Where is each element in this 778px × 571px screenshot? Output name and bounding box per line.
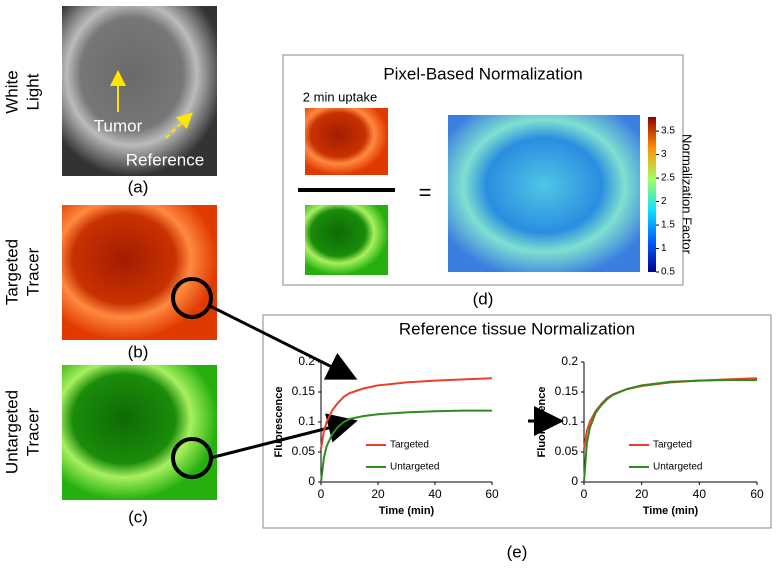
y-tick-label: 0.2 [298,354,315,368]
reference-label: Reference [126,150,204,169]
colorbar-tick-label: 3.5 [661,126,675,137]
panel-label: (e) [507,542,528,561]
box-title: Reference tissue Normalization [399,319,635,338]
row-label: Targeted [2,239,21,305]
colorbar-tick-label: 3 [661,149,667,160]
row-label: White [2,70,21,113]
x-tick-label: 0 [581,487,588,501]
x-tick-label: 60 [485,487,499,501]
colorbar-tick-label: 1.5 [661,220,675,231]
row-label: Tracer [23,407,42,456]
y-tick-label: 0.1 [561,414,578,428]
legend-label: Targeted [653,440,692,451]
panel-label: (d) [473,289,494,308]
y-tick-label: 0 [308,474,315,488]
link-arrow [209,304,358,380]
y-tick-label: 0.2 [561,354,578,368]
x-tick-label: 0 [318,487,325,501]
x-axis-label: Time (min) [643,505,699,517]
x-tick-label: 20 [371,487,385,501]
untargeted-thumb [305,205,388,275]
legend-label: Targeted [390,440,429,451]
colorbar-tick-label: 2 [661,196,667,207]
colorbar [648,117,656,272]
series-line [320,409,492,483]
box-title: Pixel-Based Normalization [383,64,582,83]
panel-label: (b) [128,342,149,361]
colorbar-tick-label: 2.5 [661,173,675,184]
x-tick-label: 60 [750,487,764,501]
targeted-thumb [305,108,388,175]
y-tick-label: 0.05 [292,444,316,458]
legend-label: Untargeted [390,462,439,473]
colorbar-tick-label: 0.5 [661,267,675,278]
x-tick-label: 20 [635,487,649,501]
colorbar-label: Normalization Factor [680,134,695,255]
y-tick-label: 0.1 [298,414,315,428]
colorbar-tick-label: 1 [661,243,667,254]
targeted-image [62,205,217,340]
row-label: Tracer [23,247,42,296]
panel-label: (a) [128,177,149,196]
series-line [320,377,493,450]
row-label: Untargeted [2,390,21,474]
roi-circle [171,277,213,319]
link-arrow [209,413,358,460]
series-line [583,379,757,483]
panel-label: (c) [128,507,148,526]
equals-sign: = [419,180,432,205]
white-light-image [62,6,217,176]
x-axis-label: Time (min) [379,505,435,517]
y-axis-label: Fluorescence [273,387,285,458]
tumor-label: Tumor [94,116,143,135]
x-tick-label: 40 [693,487,707,501]
y-tick-label: 0 [571,474,578,488]
uptake-label: 2 min uptake [303,89,377,104]
reference-arrow [165,112,193,139]
y-axis-label-group: Fluorescence [536,387,548,458]
untargeted-image [62,365,217,500]
y-axis-label-group: Fluorescence [273,387,285,458]
row-label: Light [23,73,42,110]
x-tick-label: 40 [428,487,442,501]
y-tick-label: 0.15 [555,384,579,398]
legend-label: Untargeted [653,462,702,473]
y-axis-label: Fluorescence [536,387,548,458]
y-tick-label: 0.05 [555,444,579,458]
y-tick-label: 0.15 [292,384,316,398]
ratio-image [448,115,640,272]
